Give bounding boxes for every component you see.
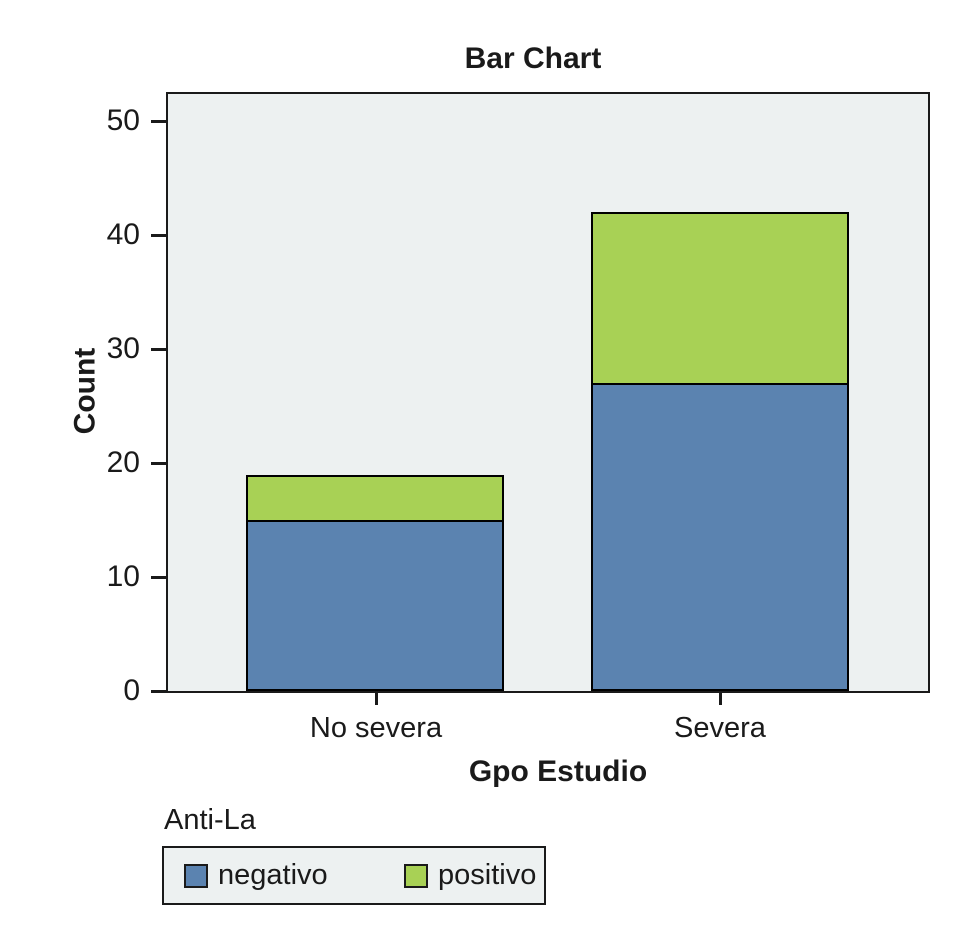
y-tick-mark [151, 576, 166, 579]
legend-label: negativo [218, 859, 328, 892]
y-tick-label: 10 [50, 562, 140, 592]
x-axis-title: Gpo Estudio [176, 755, 940, 789]
chart-canvas: Bar Chart Count 0 10 20 30 40 50 No severa Sev… [0, 0, 975, 945]
bar-segment-positivo [248, 477, 502, 523]
legend-title: Anti-La [164, 804, 256, 837]
y-tick-mark [151, 120, 166, 123]
legend-swatch-positivo [404, 864, 428, 888]
legend-item-positivo: positivo [404, 848, 536, 903]
y-axis-title: Count [70, 91, 102, 692]
chart-title: Bar Chart [166, 42, 900, 76]
x-category-label: Severa [570, 712, 870, 744]
legend-box: negativo positivo [162, 846, 546, 905]
bar-segment-positivo [593, 214, 847, 385]
y-tick-label: 0 [50, 676, 140, 706]
y-tick-label: 40 [50, 220, 140, 250]
x-category-label: No severa [226, 712, 526, 744]
y-tick-label: 50 [50, 106, 140, 136]
legend-swatch-negativo [184, 864, 208, 888]
stacked-bar-severa [591, 212, 849, 691]
x-tick-mark [719, 691, 722, 705]
y-tick-mark [151, 462, 166, 465]
y-tick-label: 20 [50, 448, 140, 478]
y-tick-mark [151, 234, 166, 237]
legend-label: positivo [438, 859, 536, 892]
y-tick-mark [151, 348, 166, 351]
x-tick-mark [375, 691, 378, 705]
y-tick-mark [151, 690, 166, 693]
legend-item-negativo: negativo [184, 848, 328, 903]
stacked-bar-no-severa [246, 475, 504, 691]
y-tick-label: 30 [50, 334, 140, 364]
